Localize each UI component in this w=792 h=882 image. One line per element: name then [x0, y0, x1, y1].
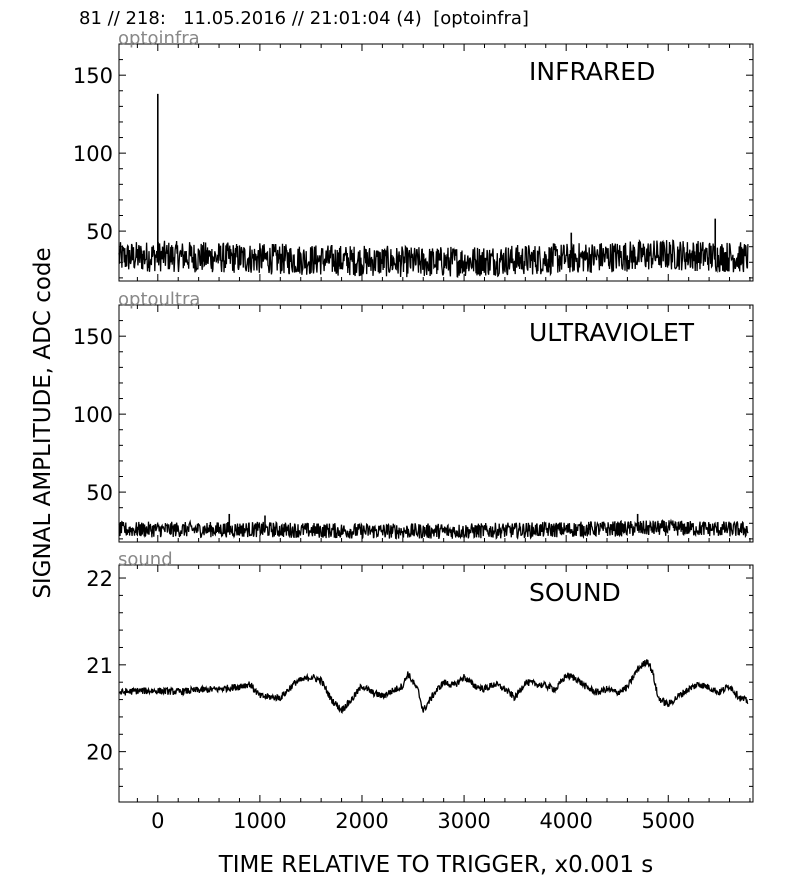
- panel-title: ULTRAVIOLET: [529, 318, 695, 347]
- x-tick-label: 2000: [335, 809, 388, 833]
- y-axis-label: SIGNAL AMPLITUDE, ADC code: [30, 247, 56, 598]
- y-tick-label: 100: [73, 142, 113, 166]
- x-tick-label: 5000: [642, 809, 695, 833]
- y-tick-label: 20: [86, 741, 113, 765]
- y-tick-label: 22: [86, 567, 113, 591]
- panel-frame: [118, 564, 754, 803]
- y-tick-label: 21: [86, 654, 113, 678]
- channel-label: optoinfra: [118, 28, 200, 49]
- x-tick-label: 3000: [437, 809, 490, 833]
- signal-trace-sound: [118, 659, 749, 714]
- panel-title: INFRARED: [529, 57, 655, 86]
- x-tick-label: 4000: [539, 809, 592, 833]
- signal-trace-optoultra: [118, 518, 749, 540]
- panel-frame: [118, 43, 754, 282]
- y-tick-label: 100: [73, 403, 113, 427]
- y-tick-label: 150: [73, 64, 113, 88]
- y-tick-label: 50: [86, 481, 113, 505]
- panel-title: SOUND: [529, 578, 621, 607]
- y-tick-label: 150: [73, 325, 113, 349]
- signal-trace-optoinfra: [118, 239, 749, 278]
- channel-label: sound: [118, 549, 173, 570]
- x-tick-label: 1000: [233, 809, 286, 833]
- channel-label: optoultra: [118, 289, 200, 310]
- x-axis-label: TIME RELATIVE TO TRIGGER, x0.001 s: [218, 852, 654, 878]
- x-tick-label: 0: [151, 809, 164, 833]
- y-tick-label: 50: [86, 220, 113, 244]
- figure-header: 81 // 218: 11.05.2016 // 21:01:04 (4) [o…: [79, 8, 529, 29]
- panel-frame: [118, 304, 754, 543]
